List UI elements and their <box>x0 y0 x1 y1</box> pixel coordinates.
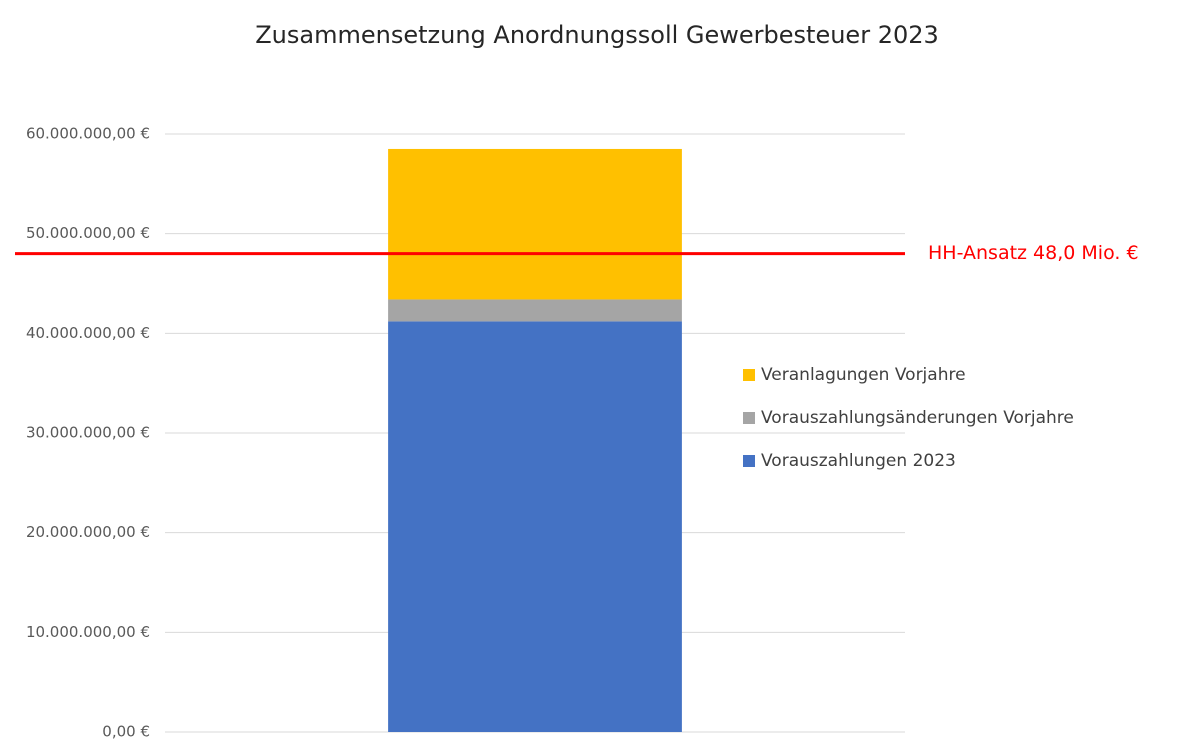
legend-swatch <box>743 412 755 424</box>
legend-label: Veranlagungen Vorjahre <box>761 365 966 385</box>
bar-segment <box>388 321 682 732</box>
y-tick-label: 60.000.000,00 € <box>26 125 150 143</box>
y-tick-label: 10.000.000,00 € <box>26 623 150 641</box>
legend-swatch <box>743 455 755 467</box>
legend-label: Vorauszahlungen 2023 <box>761 451 956 471</box>
chart-title: Zusammensetzung Anordnungssoll Gewerbest… <box>255 21 939 49</box>
legend-label: Vorauszahlungsänderungen Vorjahre <box>761 408 1074 428</box>
bar-segment <box>388 299 682 322</box>
legend-swatch <box>743 369 755 381</box>
y-tick-label: 40.000.000,00 € <box>26 324 150 342</box>
y-tick-label: 0,00 € <box>102 723 150 740</box>
y-tick-label: 30.000.000,00 € <box>26 424 150 442</box>
bar-segment <box>388 148 682 300</box>
y-tick-label: 50.000.000,00 € <box>26 224 150 242</box>
reference-label: HH-Ansatz 48,0 Mio. € <box>928 242 1139 264</box>
y-tick-label: 20.000.000,00 € <box>26 523 150 541</box>
